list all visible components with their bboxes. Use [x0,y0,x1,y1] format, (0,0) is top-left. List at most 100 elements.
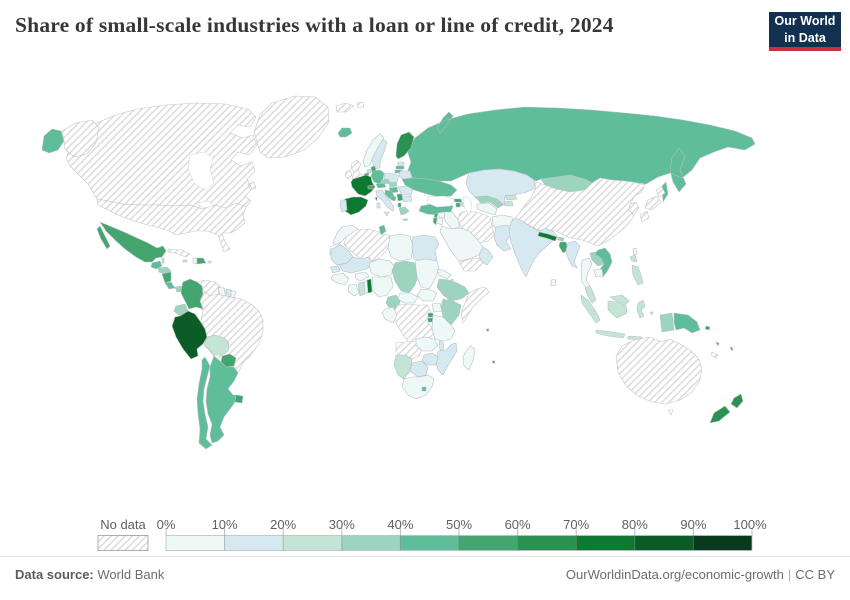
legend-bin-60-70[interactable] [517,535,577,551]
country-kazakhstan[interactable] [465,168,536,206]
country-tajikistan[interactable] [503,200,514,207]
country-egypt[interactable] [411,234,440,263]
country-yemen[interactable] [458,257,484,272]
country-argentina[interactable] [205,355,239,444]
legend-bin-20-30[interactable] [283,535,342,551]
country-cuba[interactable] [167,248,191,258]
country-fiji[interactable] [729,346,734,352]
country-suriname[interactable] [225,288,232,298]
country-united-states[interactable] [61,119,247,253]
country-guinea-region[interactable] [330,272,350,286]
legend-bin-10-20[interactable] [224,535,284,551]
country-dominican-republic[interactable] [196,257,207,265]
country-comoros[interactable] [485,328,490,333]
country-cote-divoire[interactable] [347,283,360,297]
country-jordan[interactable] [436,217,444,226]
legend-bin-70-80[interactable] [576,535,635,551]
country-central-african-republic[interactable] [397,292,419,304]
country-chad[interactable] [391,260,420,294]
country-kenya[interactable] [440,298,462,326]
country-india[interactable] [508,217,560,278]
country-netherlands[interactable] [366,168,372,174]
country-burundi[interactable] [427,317,434,323]
country-mauritius[interactable] [491,360,496,365]
country-belize[interactable] [161,257,165,264]
country-bosnia[interactable] [390,195,397,202]
country-estonia[interactable] [397,161,405,166]
country-haiti[interactable] [192,257,198,265]
owid-url-link[interactable]: OurWorldinData.org/economic-growth [565,567,784,582]
country-namibia[interactable] [393,354,413,380]
country-russia[interactable] [41,106,756,203]
country-uzbekistan[interactable] [474,195,504,209]
country-israel[interactable] [432,216,438,226]
country-thailand[interactable] [580,257,593,289]
country-south-sudan[interactable] [416,288,438,302]
country-svalbard[interactable] [335,101,365,113]
country-chile[interactable] [196,356,213,450]
country-italy[interactable] [375,189,395,217]
country-japan[interactable] [639,186,666,223]
country-iran[interactable] [457,210,495,244]
country-greece[interactable] [398,206,410,222]
country-south-africa[interactable] [401,374,435,400]
country-norway[interactable] [362,133,385,168]
legend-bin-30-40[interactable] [341,535,401,551]
country-czechia[interactable] [380,178,391,185]
country-georgia[interactable] [453,198,463,203]
country-bolivia[interactable] [203,334,230,356]
country-angola[interactable] [395,340,423,360]
country-mexico[interactable] [96,221,167,263]
legend-bin-40-50[interactable] [400,535,459,551]
legend-bin-90-100[interactable] [693,535,752,551]
country-kyrgyzstan[interactable] [504,194,518,201]
country-cambodia[interactable] [593,268,604,278]
country-armenia[interactable] [455,202,461,208]
country-albania[interactable] [397,202,402,208]
country-colombia[interactable] [180,278,204,310]
country-sri-lanka[interactable] [550,278,557,287]
country-rwanda[interactable] [427,312,434,318]
country-madagascar[interactable] [462,345,476,371]
country-costa-rica[interactable] [164,281,176,290]
country-philippines[interactable] [629,254,644,286]
country-canada[interactable] [65,102,258,210]
country-oman[interactable] [478,246,494,266]
country-nepal[interactable] [537,231,558,242]
country-tanzania[interactable] [431,314,456,342]
country-new-caledonia[interactable] [710,351,719,359]
country-portugal[interactable] [339,199,348,213]
country-french-guiana[interactable] [230,289,237,299]
country-mozambique[interactable] [435,342,458,376]
country-ethiopia[interactable] [436,278,470,302]
legend-bin-0-10[interactable] [166,535,225,551]
country-new-zealand[interactable] [709,393,744,424]
country-iceland[interactable] [337,127,353,138]
country-jamaica[interactable] [182,259,188,263]
country-bhutan[interactable] [557,236,565,242]
country-west-papua[interactable] [659,312,675,333]
country-taiwan[interactable] [632,247,638,256]
country-senegal[interactable] [329,265,341,274]
country-nigeria[interactable] [371,276,394,298]
country-zambia[interactable] [415,336,439,352]
country-korea[interactable] [628,201,640,216]
country-tunisia[interactable] [378,224,387,236]
country-malawi[interactable] [438,340,445,352]
country-somalia[interactable] [460,286,490,324]
country-ukraine[interactable] [401,177,458,198]
country-austria[interactable] [375,182,387,189]
legend-bin-80-90[interactable] [634,535,694,551]
country-eritrea[interactable] [436,268,452,280]
legend-bin-50-60[interactable] [459,535,518,551]
country-congo-gabon[interactable] [381,306,398,324]
country-sudan[interactable] [414,258,440,290]
country-vanuatu[interactable] [715,341,720,347]
legend-no-data-swatch[interactable] [97,535,149,551]
country-ghana[interactable] [357,281,366,297]
country-uruguay[interactable] [234,394,244,404]
country-switzerland[interactable] [367,184,374,190]
country-morocco[interactable] [332,224,359,246]
country-slovakia[interactable] [388,181,398,188]
country-bulgaria[interactable] [401,195,413,203]
